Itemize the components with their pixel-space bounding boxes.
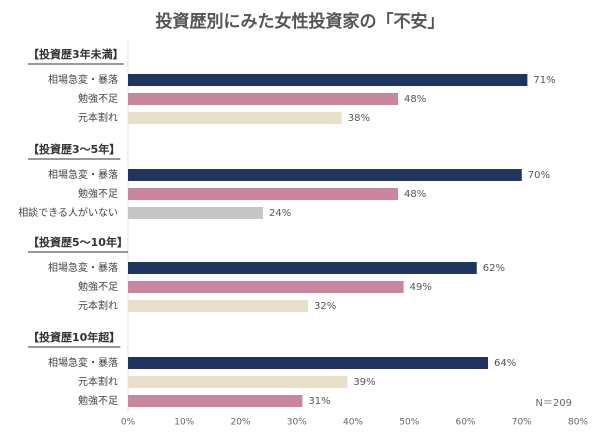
value-label: 32%	[314, 301, 336, 312]
x-tick-label: 60%	[455, 418, 475, 428]
group-title: 【投資歴3年未満】	[28, 47, 124, 61]
bar	[128, 281, 404, 293]
bar	[128, 376, 348, 388]
value-label: 49%	[410, 282, 432, 293]
x-tick-label: 30%	[287, 418, 307, 428]
x-tick-label: 80%	[568, 418, 588, 428]
category-label: 勉強不足	[78, 92, 118, 105]
category-label: 相場急変・暴落	[48, 261, 118, 274]
category-label: 元本割れ	[78, 375, 118, 388]
chart-title: 投資歴別にみた女性投資家の「不安」	[156, 11, 445, 32]
value-label: 38%	[348, 113, 370, 124]
category-label: 相場急変・暴落	[48, 168, 118, 181]
category-label: 元本割れ	[78, 111, 118, 124]
bar	[128, 188, 398, 200]
x-tick-label: 50%	[399, 418, 419, 428]
value-label: 48%	[404, 189, 426, 200]
category-label: 勉強不足	[78, 187, 118, 200]
x-tick-label: 10%	[174, 418, 194, 428]
value-label: 24%	[269, 208, 291, 219]
bar	[128, 300, 308, 312]
value-label: 31%	[308, 396, 330, 407]
bar	[128, 357, 488, 369]
x-tick-label: 40%	[343, 418, 363, 428]
x-tick-label: 70%	[512, 418, 532, 428]
value-label: 70%	[528, 170, 550, 181]
bar	[128, 74, 528, 86]
category-label: 勉強不足	[78, 280, 118, 293]
category-label: 相談できる人がいない	[18, 206, 118, 219]
bar	[128, 112, 342, 124]
value-label: 48%	[404, 94, 426, 105]
bar	[128, 395, 303, 407]
category-label: 元本割れ	[78, 299, 118, 312]
bar	[128, 169, 522, 181]
bar	[128, 93, 398, 105]
bar	[128, 207, 263, 219]
x-tick-label: 0%	[121, 418, 136, 428]
group-title: 【投資歴10年超】	[28, 330, 120, 344]
category-label: 相場急変・暴落	[48, 356, 118, 369]
sample-note: N＝209	[535, 398, 572, 409]
category-label: 相場急変・暴落	[48, 73, 118, 86]
category-label: 勉強不足	[78, 394, 118, 407]
group-title: 【投資歴3～5年】	[28, 142, 120, 156]
x-tick-label: 20%	[230, 418, 250, 428]
value-label: 39%	[353, 377, 375, 388]
value-label: 64%	[494, 358, 516, 369]
bar	[128, 262, 477, 274]
group-title: 【投資歴5～10年】	[28, 235, 128, 249]
value-label: 62%	[483, 263, 505, 274]
value-label: 71%	[533, 75, 555, 86]
